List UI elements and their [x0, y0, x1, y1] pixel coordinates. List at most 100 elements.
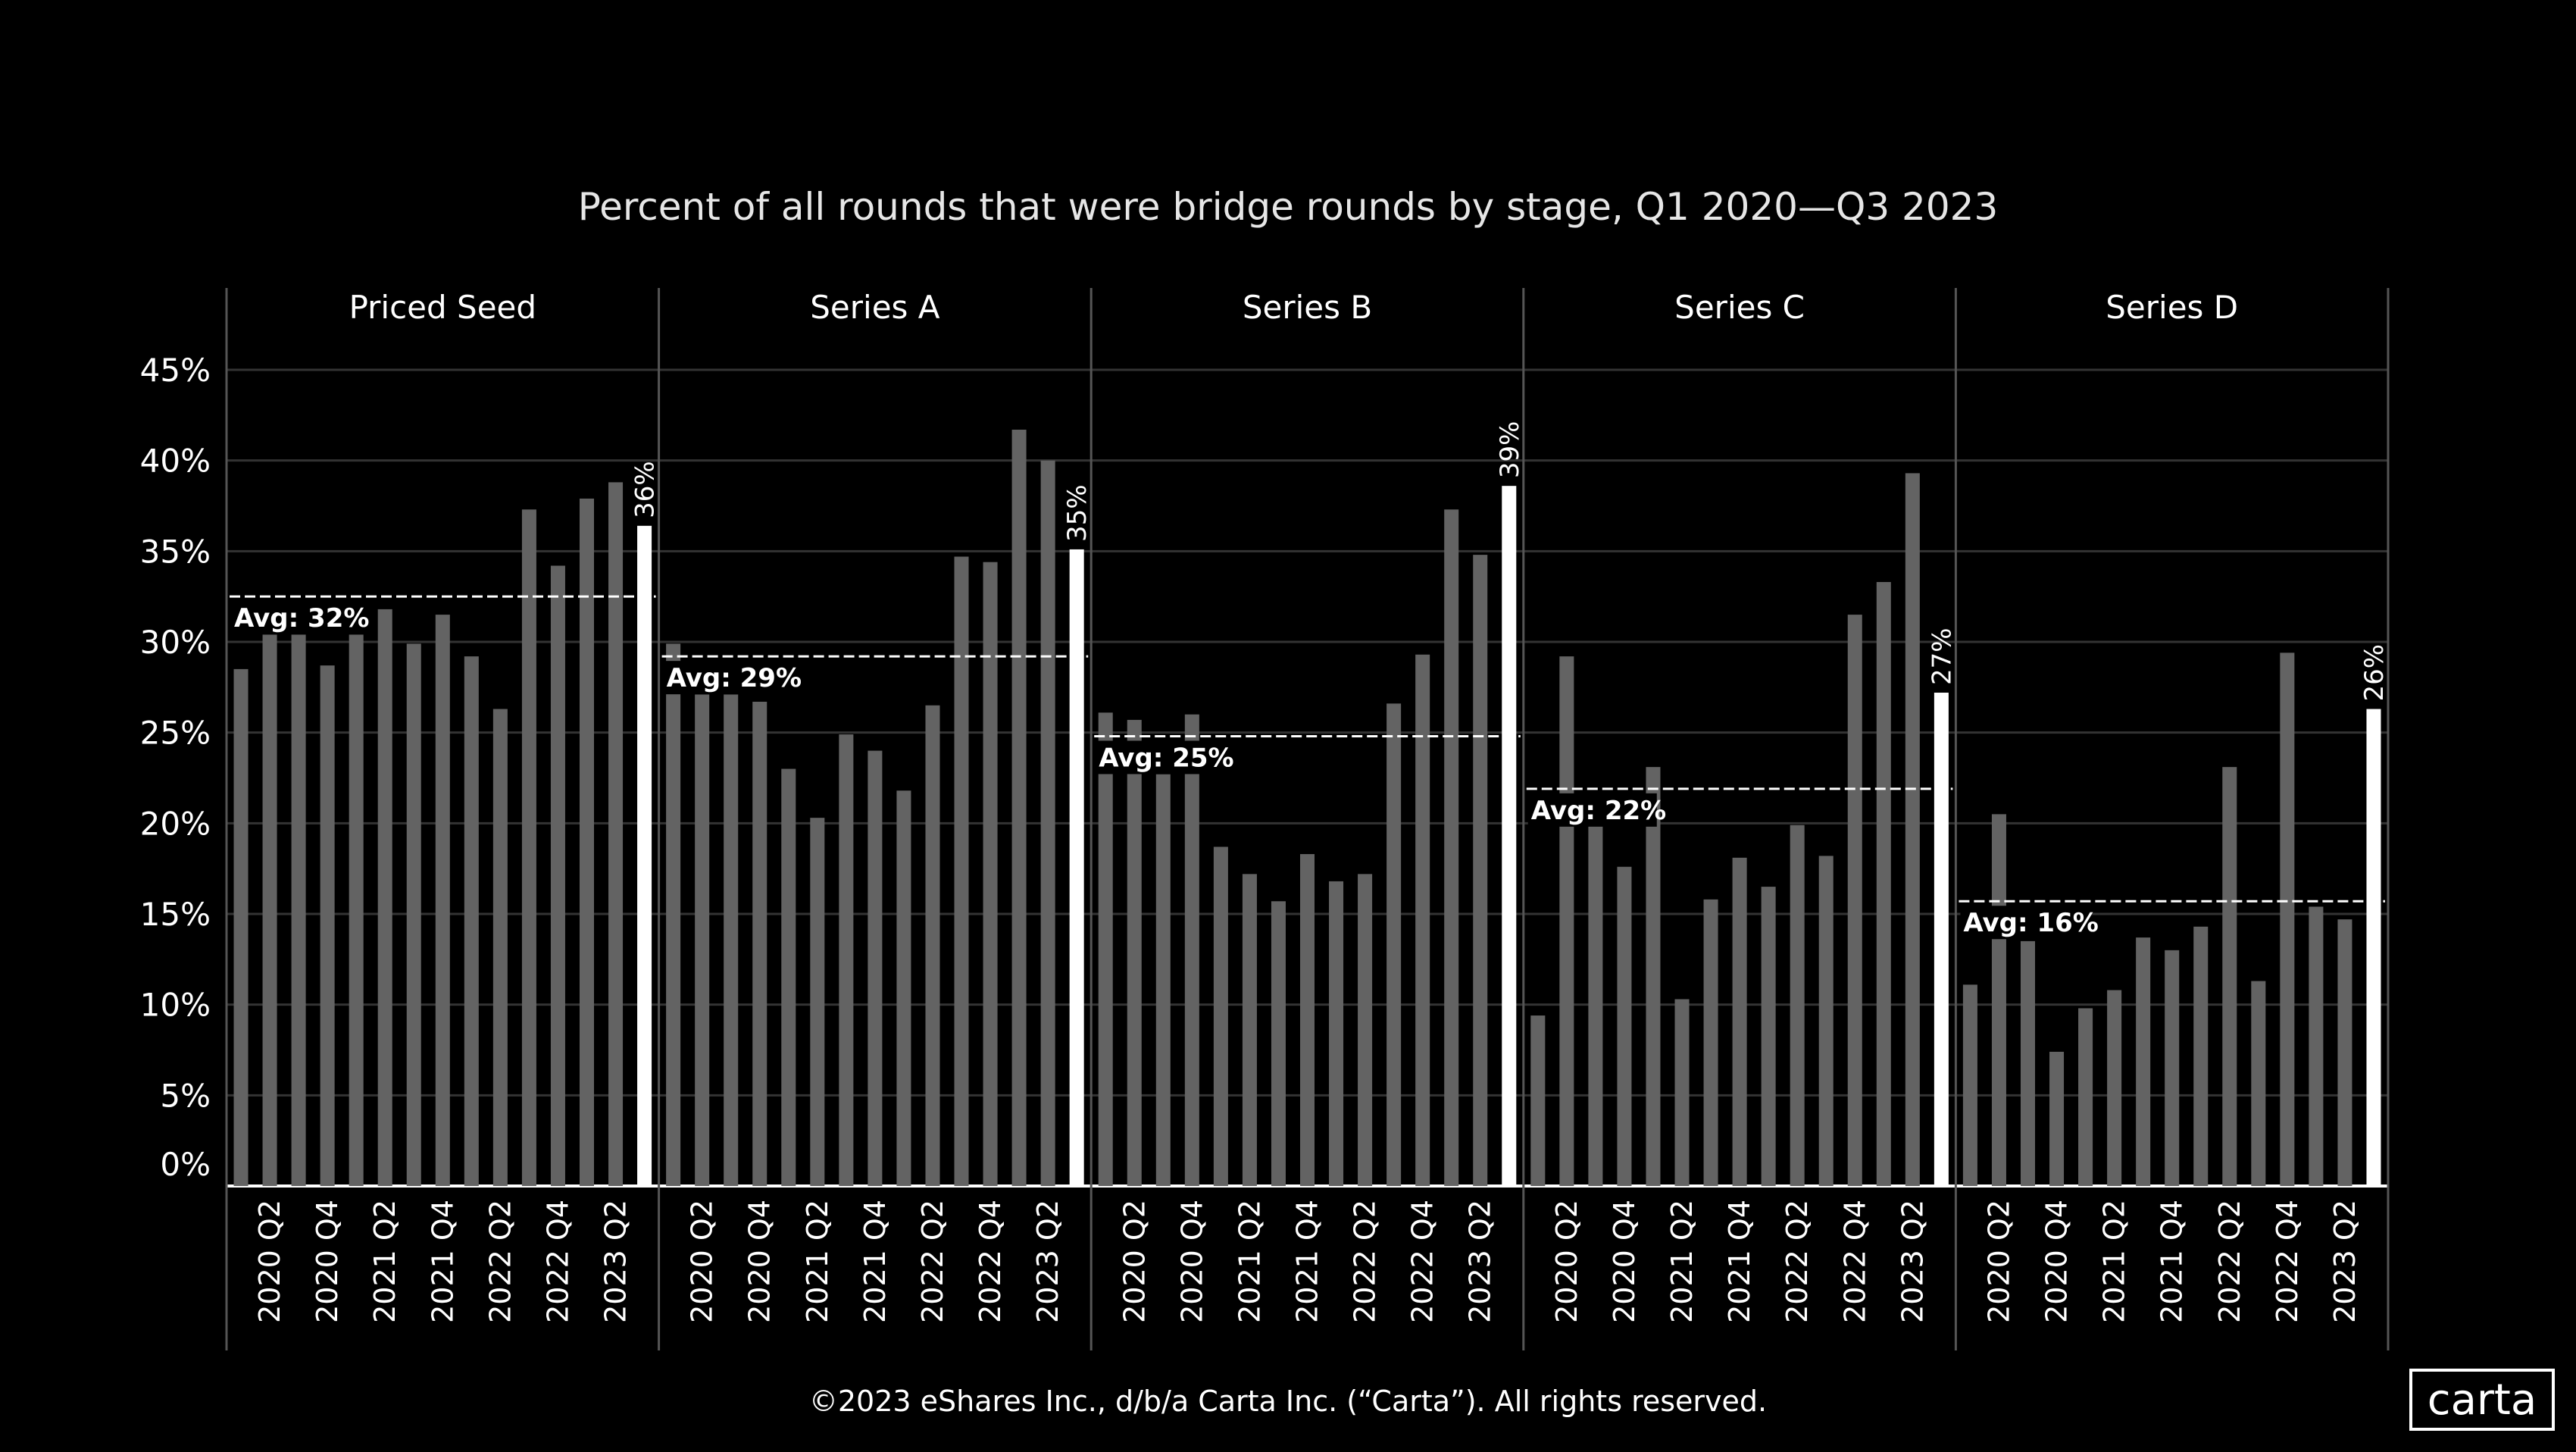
- x-tick-label: 2020 Q4: [2040, 1200, 2074, 1323]
- panel-series-c: Series C 2020 Q2 2020 Q4 2021 Q2 2021 Q4 2022…: [1522, 288, 1957, 1350]
- avg-label-background: [1527, 793, 1657, 827]
- bar: [1588, 825, 1603, 1186]
- x-tick-label: 2020 Q4: [743, 1200, 777, 1323]
- bar: [1213, 846, 1228, 1186]
- bar: [2309, 906, 2324, 1186]
- bar: [983, 562, 998, 1186]
- panel-title: Series B: [1243, 289, 1372, 326]
- bar: [608, 482, 624, 1186]
- avg-label: Avg: 16%: [1963, 908, 2098, 938]
- x-tick-label: 2020 Q2: [686, 1200, 719, 1323]
- x-tick-label: 2021 Q4: [1723, 1200, 1756, 1323]
- bar: [839, 734, 854, 1186]
- bar: [1040, 460, 1055, 1186]
- x-tick-label: 2023 Q2: [1896, 1200, 1929, 1323]
- carta-logo-box: [2409, 1369, 2555, 1431]
- bar: [1473, 555, 1488, 1186]
- bar: [1761, 887, 1776, 1186]
- x-tick-label: 2023 Q2: [1031, 1200, 1064, 1323]
- x-tick-label: 2022 Q2: [916, 1200, 949, 1323]
- x-tick-label: 2020 Q4: [311, 1200, 344, 1323]
- panel-title: Series D: [2106, 289, 2238, 326]
- x-tick-label: 2022 Q2: [1349, 1200, 1382, 1323]
- avg-label-background: [663, 661, 792, 695]
- bar: [291, 634, 306, 1186]
- bar: [1559, 656, 1574, 1186]
- x-tick-label: 2022 Q4: [1406, 1200, 1440, 1323]
- y-tick-label: 30%: [140, 624, 211, 661]
- x-tick-label: 2020 Q2: [1982, 1200, 2015, 1323]
- avg-annotation: Avg: 16%: [1959, 900, 2385, 940]
- x-tick-label: 2021 Q2: [1665, 1200, 1699, 1323]
- bar: [1646, 767, 1661, 1186]
- bar: [521, 509, 536, 1186]
- avg-annotation: Avg: 32%: [230, 595, 656, 635]
- carta-logo: carta: [2409, 1369, 2555, 1431]
- bar: [2280, 652, 2295, 1186]
- x-tick-label: 2020 Q4: [1608, 1200, 1641, 1323]
- copyright-footer: ©2023 eShares Inc., d/b/a Carta Inc. (“C…: [809, 1385, 1767, 1418]
- bar: [2251, 981, 2266, 1186]
- avg-label: Avg: 29%: [667, 663, 802, 693]
- y-tick-label: 35%: [140, 533, 211, 570]
- bar: [492, 709, 508, 1186]
- bar: [1732, 857, 1747, 1186]
- y-tick-label: 0%: [160, 1146, 211, 1183]
- latest-bar: [1934, 693, 1949, 1186]
- x-tick-label: 2021 Q2: [368, 1200, 402, 1323]
- bar: [1530, 1015, 1546, 1186]
- x-tick-label: 2021 Q2: [1233, 1200, 1266, 1323]
- bar: [1847, 615, 1862, 1186]
- bar: [752, 701, 767, 1186]
- latest-bar: [2366, 709, 2381, 1186]
- x-tick-label: 2021 Q4: [858, 1200, 892, 1323]
- bar: [1299, 854, 1315, 1186]
- panel-title: Priced Seed: [349, 289, 536, 326]
- bar: [233, 668, 249, 1186]
- panel-series-a: Series A 2020 Q2 2020 Q4 2021 Q2 2021 Q4 2022…: [658, 288, 1093, 1350]
- bar: [1358, 874, 1373, 1186]
- x-tick-label: 2020 Q2: [1550, 1200, 1583, 1323]
- bar: [1991, 814, 2006, 1186]
- bar: [2337, 919, 2352, 1186]
- avg-label-background: [231, 601, 360, 635]
- bar: [1098, 712, 1113, 1186]
- latest-bar: [1069, 549, 1084, 1186]
- x-tick-label: 2021 Q4: [2156, 1200, 2189, 1323]
- bar: [1876, 582, 1891, 1186]
- bar: [2222, 767, 2237, 1186]
- latest-value-label: 36%: [630, 461, 661, 518]
- x-tick-label: 2021 Q2: [2098, 1200, 2131, 1323]
- latest-value-label: 35%: [1062, 484, 1093, 542]
- y-tick-label: 15%: [140, 896, 211, 933]
- bar: [2020, 940, 2036, 1186]
- bar: [406, 643, 421, 1186]
- bar: [2078, 1008, 2093, 1186]
- bar: [1184, 714, 1199, 1186]
- panel-title: Series A: [810, 289, 940, 326]
- bar: [2136, 937, 2151, 1186]
- panel-series-b: Series B 2020 Q2 2020 Q4 2021 Q2 2021 Q4 2022…: [1089, 288, 1525, 1350]
- x-tick-label: 2021 Q4: [1291, 1200, 1324, 1323]
- x-tick-label: 2021 Q4: [426, 1200, 459, 1323]
- bar: [666, 643, 681, 1186]
- bar: [1127, 719, 1142, 1186]
- bar: [2049, 1051, 2065, 1186]
- avg-label: Avg: 25%: [1099, 743, 1233, 773]
- x-tick-label: 2023 Q2: [1464, 1200, 1497, 1323]
- y-tick-label: 45%: [140, 352, 211, 389]
- avg-label-background: [1960, 906, 2090, 940]
- x-tick-label: 2021 Q2: [801, 1200, 834, 1323]
- bar: [1617, 866, 1632, 1186]
- bar: [1962, 984, 1977, 1186]
- bar: [2107, 990, 2122, 1186]
- bar: [810, 818, 825, 1186]
- bar: [1386, 703, 1402, 1186]
- y-tick-label: 20%: [140, 805, 211, 842]
- bar: [1155, 774, 1171, 1186]
- panels: Priced Seed 2020 Q2 2020 Q4 2021 Q2 2021 Q4 2…: [225, 288, 2390, 1350]
- bar: [868, 750, 883, 1186]
- x-tick-label: 2022 Q4: [974, 1200, 1007, 1323]
- bar: [262, 634, 277, 1186]
